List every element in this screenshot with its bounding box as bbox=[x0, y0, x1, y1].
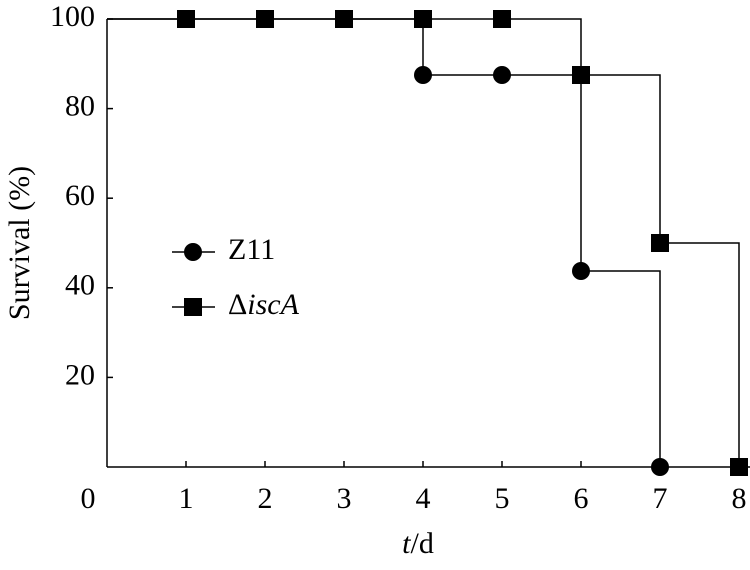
x-tick-label: 7 bbox=[653, 482, 668, 515]
legend-label: ΔiscA bbox=[228, 288, 300, 321]
y-tick-label: 80 bbox=[65, 89, 95, 122]
marker bbox=[651, 458, 669, 476]
y-tick-label: 100 bbox=[50, 0, 95, 33]
x-axis-label: t/d bbox=[402, 527, 434, 560]
x-tick-label: 3 bbox=[337, 482, 352, 515]
y-tick-label: 20 bbox=[65, 358, 95, 391]
marker bbox=[414, 66, 432, 84]
y-tick-label: 40 bbox=[65, 269, 95, 302]
x-tick-label: 0 bbox=[81, 482, 96, 515]
marker bbox=[730, 458, 748, 476]
x-tick-label: 2 bbox=[258, 482, 273, 515]
marker bbox=[572, 66, 590, 84]
marker bbox=[256, 10, 274, 28]
x-tick-label: 4 bbox=[416, 482, 431, 515]
legend-label: Z11 bbox=[228, 233, 275, 266]
x-tick-label: 1 bbox=[179, 482, 194, 515]
y-axis-label: Survival (%) bbox=[3, 166, 36, 320]
marker bbox=[177, 10, 195, 28]
x-tick-label: 6 bbox=[574, 482, 589, 515]
marker bbox=[414, 10, 432, 28]
series-line bbox=[107, 18, 740, 467]
marker bbox=[651, 234, 669, 252]
marker bbox=[493, 66, 511, 84]
series-line bbox=[107, 18, 661, 467]
x-tick-label: 5 bbox=[495, 482, 510, 515]
marker bbox=[493, 10, 511, 28]
y-tick-label: 60 bbox=[65, 179, 95, 212]
marker bbox=[335, 10, 353, 28]
marker bbox=[184, 243, 202, 261]
marker bbox=[184, 298, 202, 316]
x-tick-label: 8 bbox=[732, 482, 747, 515]
marker bbox=[572, 262, 590, 280]
